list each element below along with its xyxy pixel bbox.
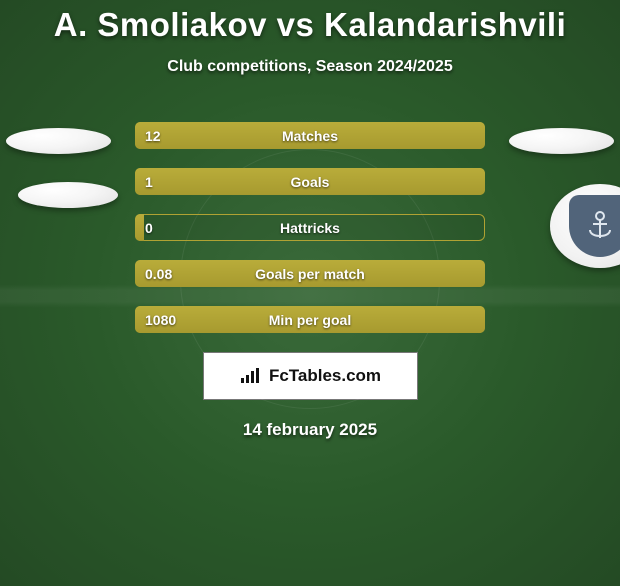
stat-row: 1080 Min per goal [135,306,485,333]
stat-row: 0.08 Goals per match [135,260,485,287]
stat-rows: 12 Matches 1 Goals 0 Hattricks 0.08 Goal… [135,122,485,333]
stat-label: Min per goal [135,312,485,328]
player-right-club-badge [550,184,620,268]
attribution-text: FcTables.com [269,366,381,386]
player-right-oval-1 [509,128,614,154]
site-attribution: FcTables.com [203,352,418,400]
player-left-oval-2 [18,182,118,208]
stat-label: Goals [135,174,485,190]
page-title: A. Smoliakov vs Kalandarishvili [0,6,620,44]
date-label: 14 february 2025 [0,420,620,440]
bars-icon [239,367,263,385]
player-left-oval-1 [6,128,111,154]
stat-label: Goals per match [135,266,485,282]
anchor-icon [582,208,618,244]
chart-area: 12 Matches 1 Goals 0 Hattricks 0.08 Goal… [0,122,620,333]
stat-row: 0 Hattricks [135,214,485,241]
club-shield-icon [569,195,620,257]
stat-row: 1 Goals [135,168,485,195]
page-subtitle: Club competitions, Season 2024/2025 [0,58,620,76]
stat-label: Hattricks [135,220,485,236]
stat-label: Matches [135,128,485,144]
stat-row: 12 Matches [135,122,485,149]
